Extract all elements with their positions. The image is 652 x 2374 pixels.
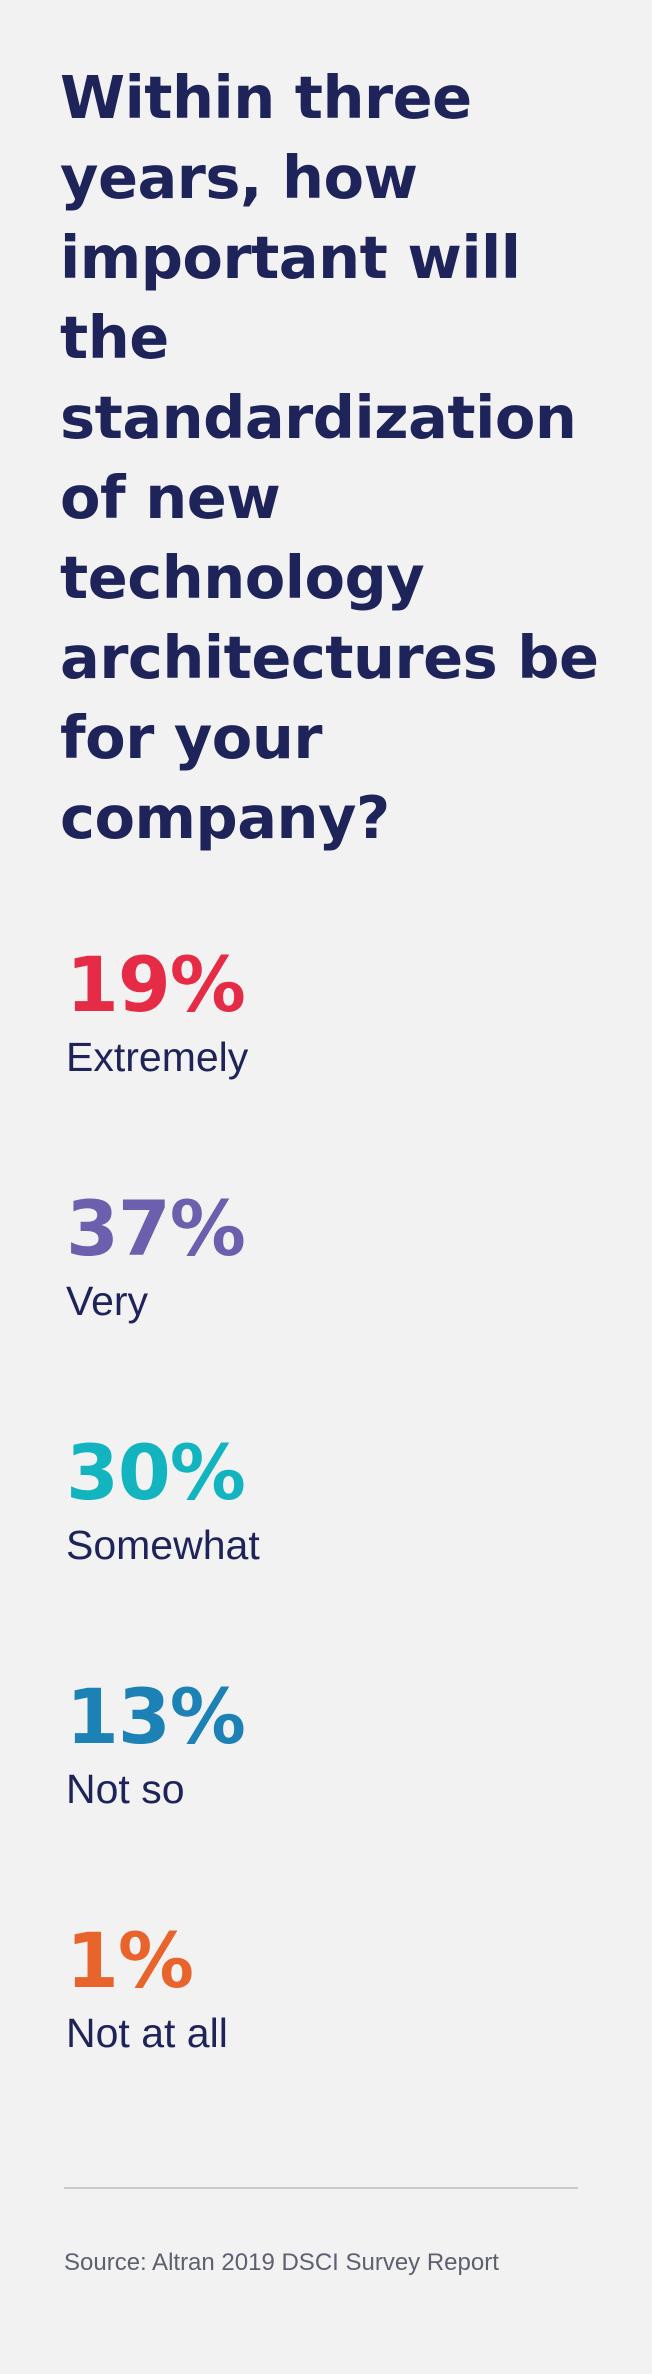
stat-value: 13% [66, 1672, 246, 1761]
stat-label: Not at all [66, 2010, 228, 2056]
page-title: Within three years, how important will t… [60, 63, 599, 852]
stat-item: 13% Not so [66, 1672, 486, 1814]
stat-label: Not so [66, 1766, 185, 1812]
stat-value: 1% [66, 1916, 194, 2005]
stat-item: 30% Somewhat [66, 1428, 486, 1570]
stat-item: 1% Not at all [66, 1916, 486, 2058]
divider [64, 2187, 578, 2189]
stat-label: Somewhat [66, 1522, 260, 1568]
stat-value: 37% [66, 1184, 246, 1273]
stat-value: 19% [66, 940, 246, 1029]
stat-item: 19% Extremely [66, 940, 486, 1082]
stat-item: 37% Very [66, 1184, 486, 1326]
stat-label: Extremely [66, 1034, 249, 1080]
source-note: Source: Altran 2019 DSCI Survey Report [64, 2249, 499, 2276]
stat-label: Very [66, 1278, 149, 1324]
stat-value: 30% [66, 1428, 246, 1517]
